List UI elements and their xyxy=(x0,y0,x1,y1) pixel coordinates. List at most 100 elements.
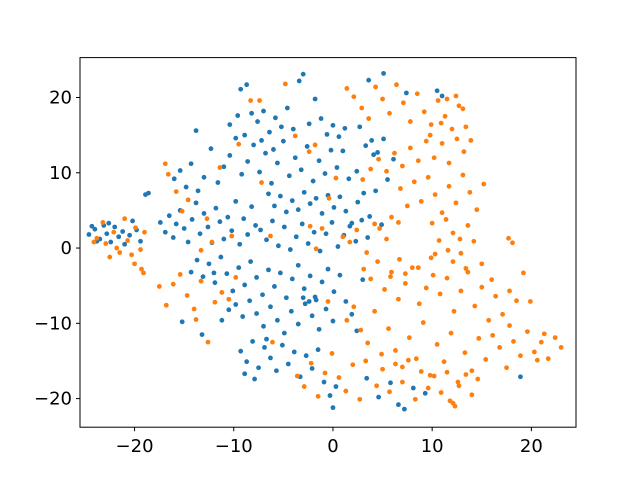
series-0-point-127 xyxy=(381,71,386,76)
series-1-point-19 xyxy=(170,281,176,287)
series-0-point-191 xyxy=(330,318,336,324)
series-0-point-163 xyxy=(277,270,283,276)
series-0-point-222 xyxy=(422,390,428,396)
series-1-point-8 xyxy=(133,225,138,231)
series-1-point-11 xyxy=(114,245,120,251)
series-1-point-193 xyxy=(439,210,445,216)
series-1-point-25 xyxy=(212,299,218,305)
series-0-point-150 xyxy=(200,274,206,280)
series-0-point-196 xyxy=(244,359,250,365)
series-0-point-132 xyxy=(276,243,281,249)
series-0-point-137 xyxy=(305,241,311,246)
series-1-point-96 xyxy=(455,379,461,385)
series-0-point-76 xyxy=(244,82,250,88)
series-1-point-157 xyxy=(428,122,434,127)
series-1-point-114 xyxy=(507,323,512,328)
series-0-point-202 xyxy=(279,342,285,348)
series-1-point-167 xyxy=(439,141,445,146)
series-1-point-117 xyxy=(308,360,314,366)
series-0-point-214 xyxy=(252,376,257,382)
series-1-point-93 xyxy=(434,342,440,347)
axes-frame xyxy=(79,57,577,428)
series-0-point-123 xyxy=(369,138,375,143)
series-1-point-113 xyxy=(534,357,540,363)
series-1-point-28 xyxy=(233,275,239,280)
series-0-point-192 xyxy=(300,295,306,301)
series-0-point-74 xyxy=(193,128,199,134)
series-0-point-38 xyxy=(233,198,239,204)
series-0-point-139 xyxy=(317,248,323,254)
series-1-point-12 xyxy=(132,261,137,267)
series-1-point-119 xyxy=(322,370,328,376)
series-0-point-209 xyxy=(321,379,327,385)
series-1-point-30 xyxy=(165,171,171,177)
series-1-point-152 xyxy=(394,82,399,88)
series-1-point-51 xyxy=(333,175,339,181)
series-1-point-44 xyxy=(257,98,262,103)
series-1-point-133 xyxy=(418,369,424,374)
series-0-point-47 xyxy=(188,161,194,167)
series-0-point-66 xyxy=(304,144,310,149)
series-0-point-164 xyxy=(283,295,289,301)
series-0-point-95 xyxy=(227,122,233,127)
series-1-point-187 xyxy=(398,186,403,191)
points-layer xyxy=(86,71,564,412)
series-0-point-1 xyxy=(92,226,98,232)
series-0-point-114 xyxy=(355,199,361,205)
series-1-point-21 xyxy=(184,293,190,298)
series-0-point-120 xyxy=(391,156,396,162)
series-0-point-185 xyxy=(288,308,294,314)
series-0-point-172 xyxy=(331,289,337,295)
series-0-point-210 xyxy=(327,393,333,398)
series-1-point-191 xyxy=(425,174,431,180)
series-0-point-98 xyxy=(271,147,276,152)
series-1-point-180 xyxy=(444,96,450,102)
series-1-point-217 xyxy=(489,277,495,283)
series-0-point-121 xyxy=(363,143,369,149)
series-1-point-112 xyxy=(541,331,547,337)
series-1-point-79 xyxy=(527,299,533,304)
series-0-point-44 xyxy=(171,176,177,182)
series-0-point-40 xyxy=(241,216,247,222)
series-1-point-45 xyxy=(282,81,288,87)
series-0-point-148 xyxy=(188,269,194,275)
series-0-point-93 xyxy=(342,125,348,131)
series-1-point-95 xyxy=(448,330,454,336)
series-1-point-67 xyxy=(444,275,450,281)
series-1-point-122 xyxy=(343,388,349,394)
series-0-point-158 xyxy=(248,259,254,264)
series-0-point-92 xyxy=(336,134,342,140)
series-0-point-108 xyxy=(319,211,325,216)
series-1-point-53 xyxy=(347,239,353,245)
series-1-point-204 xyxy=(457,236,463,242)
x-tick-label: 20 xyxy=(520,436,543,457)
series-0-point-72 xyxy=(340,148,346,154)
series-0-point-207 xyxy=(309,366,315,371)
series-1-point-144 xyxy=(447,398,453,404)
series-0-point-13 xyxy=(127,232,132,238)
series-0-point-141 xyxy=(329,220,335,225)
series-1-point-174 xyxy=(384,168,389,174)
series-1-point-169 xyxy=(423,138,429,144)
series-1-point-31 xyxy=(162,161,168,167)
series-0-point-184 xyxy=(281,330,287,336)
series-1-point-219 xyxy=(396,220,401,225)
series-0-point-0 xyxy=(86,232,92,237)
series-0-point-56 xyxy=(245,159,251,164)
series-1-point-127 xyxy=(380,366,385,372)
series-1-point-145 xyxy=(344,86,350,91)
series-1-point-37 xyxy=(209,239,215,245)
series-1-point-139 xyxy=(456,383,462,389)
series-0-point-171 xyxy=(325,266,331,272)
series-0-point-87 xyxy=(306,121,312,127)
series-1-point-71 xyxy=(472,303,478,309)
series-0-point-57 xyxy=(251,142,256,148)
series-0-point-195 xyxy=(238,348,244,354)
series-1-point-173 xyxy=(392,150,397,156)
series-1-point-16 xyxy=(107,254,113,260)
series-1-point-99 xyxy=(476,335,482,341)
series-1-point-175 xyxy=(376,156,381,162)
series-1-point-63 xyxy=(416,301,422,307)
series-1-point-197 xyxy=(467,189,473,195)
series-0-point-80 xyxy=(267,129,272,135)
